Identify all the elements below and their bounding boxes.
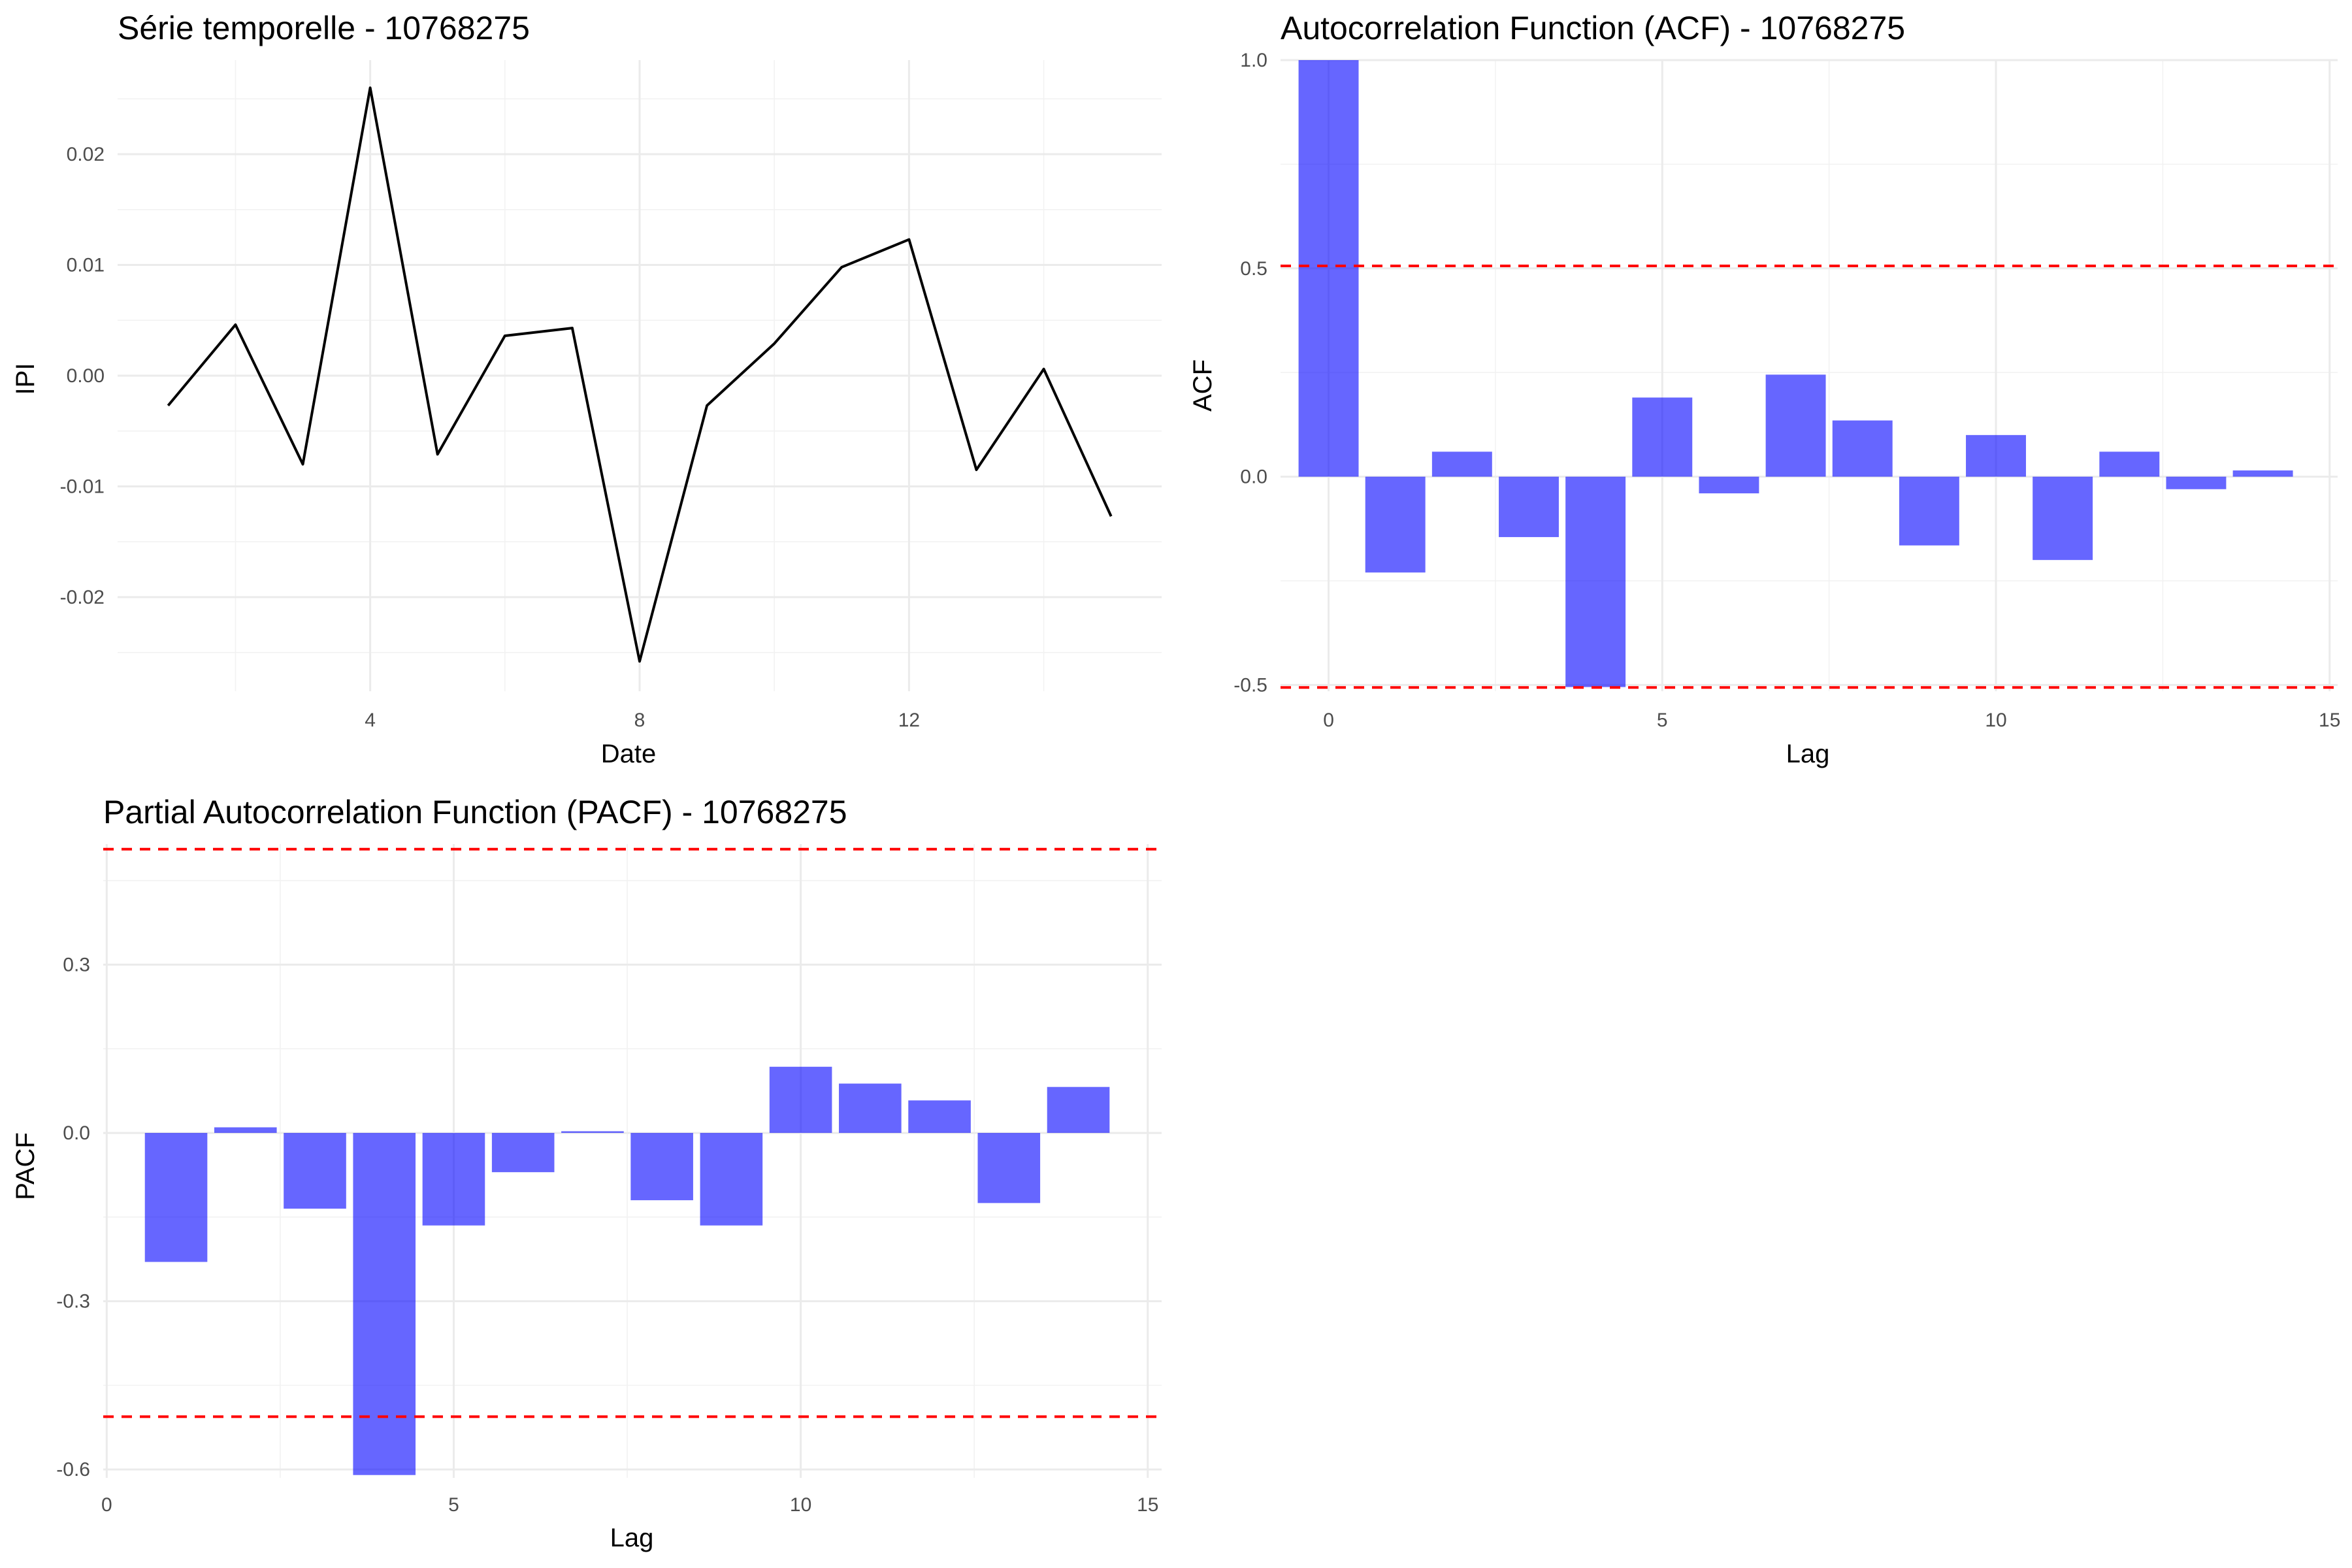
acf-x-tick-label: 5 <box>1657 710 1668 731</box>
pacf-bar-lag-6 <box>491 1133 555 1173</box>
acf-x-tick-label: 10 <box>1985 710 2006 731</box>
acf-bar-lag-3 <box>1499 476 1559 538</box>
pacf-x-tick-label: 5 <box>448 1494 459 1516</box>
acf-bar-lag-10 <box>1966 434 2026 477</box>
acf-bar-lag-14 <box>2232 470 2293 477</box>
pacf-bar-lag-5 <box>422 1133 485 1226</box>
ts-y-tick-label: 0.02 <box>67 144 105 165</box>
acf-bar-lag-2 <box>1431 451 1492 477</box>
pacf-y-tick-label: 0.0 <box>63 1122 90 1144</box>
acf-y-tick-label: -0.5 <box>1233 674 1267 696</box>
acf-x-tick-label: 0 <box>1323 710 1334 731</box>
pacf-bar-lag-11 <box>839 1083 902 1134</box>
ts-x-tick-label: 8 <box>634 710 645 731</box>
acf-bar-lag-11 <box>2033 476 2093 561</box>
pacf-bar-lag-9 <box>700 1133 763 1226</box>
pacf-bar-lag-12 <box>908 1100 971 1134</box>
pacf-bar-lag-4 <box>353 1133 416 1475</box>
ts-series-line <box>167 86 1113 663</box>
acf-title: Autocorrelation Function (ACF) - 1076827… <box>1281 10 1905 46</box>
pacf-y-axis-title: PACF <box>11 1132 40 1200</box>
acf-bar-lag-9 <box>1899 476 1959 546</box>
acf-bar-lag-12 <box>2099 451 2160 477</box>
acf-panel: Autocorrelation Function (ACF) - 1076827… <box>1188 10 2340 768</box>
ts-y-tick-label: -0.01 <box>60 476 105 497</box>
ts-x-tick-label: 12 <box>898 710 920 731</box>
ts-x-tick-label: 4 <box>365 710 376 731</box>
acf-bar-lag-4 <box>1565 476 1626 687</box>
pacf-panel: Partial Autocorrelation Function (PACF) … <box>11 794 1162 1552</box>
acf-bar-lag-1 <box>1365 476 1426 573</box>
ts-y-tick-label: 0.01 <box>67 255 105 276</box>
acf-bar-lag-7 <box>1765 374 1826 477</box>
ts-y-tick-label: 0.00 <box>67 365 105 387</box>
ts-y-tick-label: -0.02 <box>60 587 105 608</box>
pacf-bar-lag-2 <box>214 1127 277 1134</box>
pacf-x-tick-label: 0 <box>101 1494 112 1516</box>
acf-bar-lag-0 <box>1298 60 1359 477</box>
pacf-bar-lag-13 <box>977 1133 1041 1203</box>
time-series-panel: Série temporelle - 10768275 Date IPI 4 8 1… <box>11 10 1162 768</box>
acf-x-axis-title: Lag <box>1786 740 1830 768</box>
acf-y-tick-label: 1.0 <box>1240 50 1267 71</box>
pacf-y-tick-label: 0.3 <box>63 955 90 976</box>
acf-bar-lag-13 <box>2166 476 2227 489</box>
ts-x-axis-title: Date <box>601 740 657 768</box>
acf-x-tick-label: 15 <box>2319 710 2340 731</box>
ts-title: Série temporelle - 10768275 <box>118 10 530 46</box>
pacf-x-axis-title: Lag <box>610 1524 654 1552</box>
pacf-x-tick-label: 10 <box>790 1494 811 1516</box>
acf-bar-lag-6 <box>1699 476 1759 494</box>
pacf-bar-lag-1 <box>144 1133 208 1262</box>
pacf-y-tick-label: -0.6 <box>56 1459 90 1480</box>
pacf-y-tick-label: -0.3 <box>56 1291 90 1313</box>
acf-bar-lag-8 <box>1832 420 1893 477</box>
acf-y-tick-label: 0.0 <box>1240 466 1267 488</box>
acf-y-axis-title: ACF <box>1188 359 1217 412</box>
pacf-bar-lag-7 <box>561 1131 624 1134</box>
ts-y-axis-title: IPI <box>11 363 40 395</box>
pacf-bar-lag-10 <box>769 1066 832 1134</box>
pacf-title: Partial Autocorrelation Function (PACF) … <box>103 794 847 830</box>
pacf-bar-lag-8 <box>630 1133 693 1201</box>
pacf-bar-lag-3 <box>284 1133 346 1209</box>
pacf-bar-lag-14 <box>1047 1086 1110 1134</box>
acf-y-tick-label: 0.5 <box>1240 258 1267 280</box>
ts-grid <box>118 60 1162 691</box>
pacf-x-tick-label: 15 <box>1137 1494 1158 1516</box>
acf-bar-lag-5 <box>1632 397 1693 477</box>
